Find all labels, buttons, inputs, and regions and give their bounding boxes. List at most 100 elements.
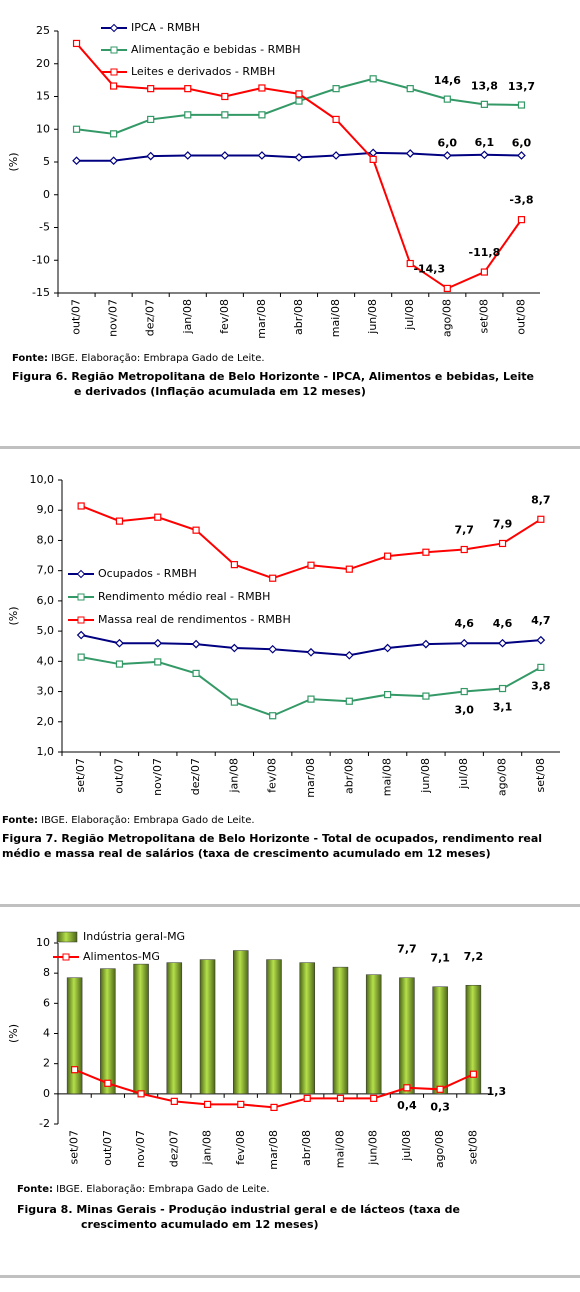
y-tick-label: -10: [32, 253, 50, 266]
x-tick-label: dez/07: [144, 299, 157, 336]
x-tick-label: ago/08: [433, 1130, 446, 1168]
bar: [266, 959, 282, 1095]
marker: [146, 151, 156, 161]
bar: [465, 984, 482, 1095]
x-tick-label: jul/08: [400, 1130, 413, 1162]
bar: [166, 962, 183, 1095]
y-axis-label: (%): [7, 152, 20, 171]
legend-label: Ocupados - RMBH: [98, 567, 197, 580]
value-label: 7,7: [454, 524, 474, 537]
marker: [421, 639, 431, 649]
marker: [153, 638, 163, 648]
x-tick-label: out/07: [112, 758, 125, 794]
y-tick-label: 10: [36, 936, 50, 949]
marker: [406, 85, 414, 93]
y-tick-label: 4: [43, 1027, 50, 1040]
marker: [460, 687, 468, 696]
marker: [536, 635, 546, 645]
source: Fonte: IBGE. Elaboração: Embrapa Gado de…: [12, 353, 265, 364]
marker: [517, 101, 526, 109]
x-tick-label: set/08: [477, 299, 490, 334]
legend-swatch: [56, 931, 78, 943]
x-tick-label: dez/07: [189, 758, 202, 795]
value-label: 7,9: [493, 517, 513, 530]
value-label: -11,8: [469, 246, 501, 259]
value-label: 4,6: [493, 617, 513, 630]
x-tick-label: abr/08: [292, 299, 305, 335]
y-tick-label: -5: [39, 221, 50, 234]
source: Fonte: IBGE. Elaboração: Embrapa Gado de…: [17, 1184, 270, 1195]
marker: [221, 111, 229, 119]
marker: [76, 630, 86, 640]
y-tick-label: 20: [36, 57, 50, 70]
marker: [191, 639, 201, 649]
bar: [133, 963, 149, 1095]
caption: Figura 6. Região Metropolitana de Belo H…: [12, 370, 534, 398]
marker: [72, 156, 81, 166]
value-label: 8,7: [531, 493, 551, 506]
value-label: 3,1: [493, 701, 513, 714]
value-label: 13,8: [471, 79, 498, 92]
marker: [517, 216, 526, 224]
x-tick-label: mar/08: [267, 1130, 280, 1170]
marker: [258, 84, 266, 92]
marker: [517, 151, 526, 160]
marker: [110, 130, 118, 138]
bar: [100, 968, 116, 1095]
y-tick-label: 8,0: [37, 533, 55, 546]
marker: [344, 650, 354, 660]
x-tick-label: out/08: [514, 299, 527, 335]
y-axis-label: (%): [7, 606, 20, 625]
value-label: -14,3: [413, 262, 445, 275]
marker: [295, 90, 303, 98]
y-tick-label: 10,0: [30, 473, 55, 486]
marker: [230, 643, 239, 653]
marker: [77, 502, 85, 510]
marker: [307, 695, 315, 703]
value-label: 14,6: [434, 74, 461, 87]
x-tick-label: jul/08: [457, 758, 470, 790]
legend-marker: [109, 23, 119, 33]
legend-label: Alimentos-MG: [83, 950, 160, 963]
marker: [537, 515, 545, 523]
marker: [369, 155, 377, 163]
x-tick-label: jun/08: [367, 1130, 380, 1166]
y-tick-label: 8: [43, 966, 50, 979]
y-tick-label: 9,0: [37, 503, 55, 516]
marker: [436, 1085, 444, 1093]
y-tick-label: 7,0: [37, 564, 55, 577]
marker: [192, 669, 200, 678]
x-tick-label: mai/08: [333, 1130, 346, 1168]
marker: [405, 149, 415, 158]
bar: [233, 950, 249, 1095]
marker: [268, 644, 278, 654]
marker: [115, 517, 124, 525]
x-tick-label: fev/08: [266, 758, 279, 793]
y-tick-label: 25: [36, 24, 50, 37]
marker: [331, 151, 341, 160]
marker: [230, 698, 238, 706]
y-tick-label: 0: [43, 1087, 50, 1100]
marker: [220, 151, 230, 160]
y-tick-label: 2,0: [37, 715, 55, 728]
marker: [115, 660, 124, 668]
x-tick-label: out/07: [70, 299, 83, 335]
bar: [299, 962, 315, 1095]
y-tick-label: 15: [36, 90, 50, 103]
marker: [110, 82, 118, 90]
marker: [184, 85, 192, 93]
y-tick-label: 1,0: [37, 745, 55, 758]
legend-marker: [110, 68, 118, 76]
marker: [258, 111, 266, 119]
x-tick-label: ago/08: [496, 758, 509, 796]
marker: [303, 1094, 311, 1102]
bar: [399, 977, 415, 1095]
marker: [147, 115, 155, 124]
source-label: Fonte:: [2, 815, 38, 826]
marker: [72, 39, 81, 48]
marker: [460, 545, 468, 554]
legend-marker: [62, 953, 70, 961]
y-tick-label: 5,0: [37, 624, 55, 637]
separator: [0, 446, 580, 449]
